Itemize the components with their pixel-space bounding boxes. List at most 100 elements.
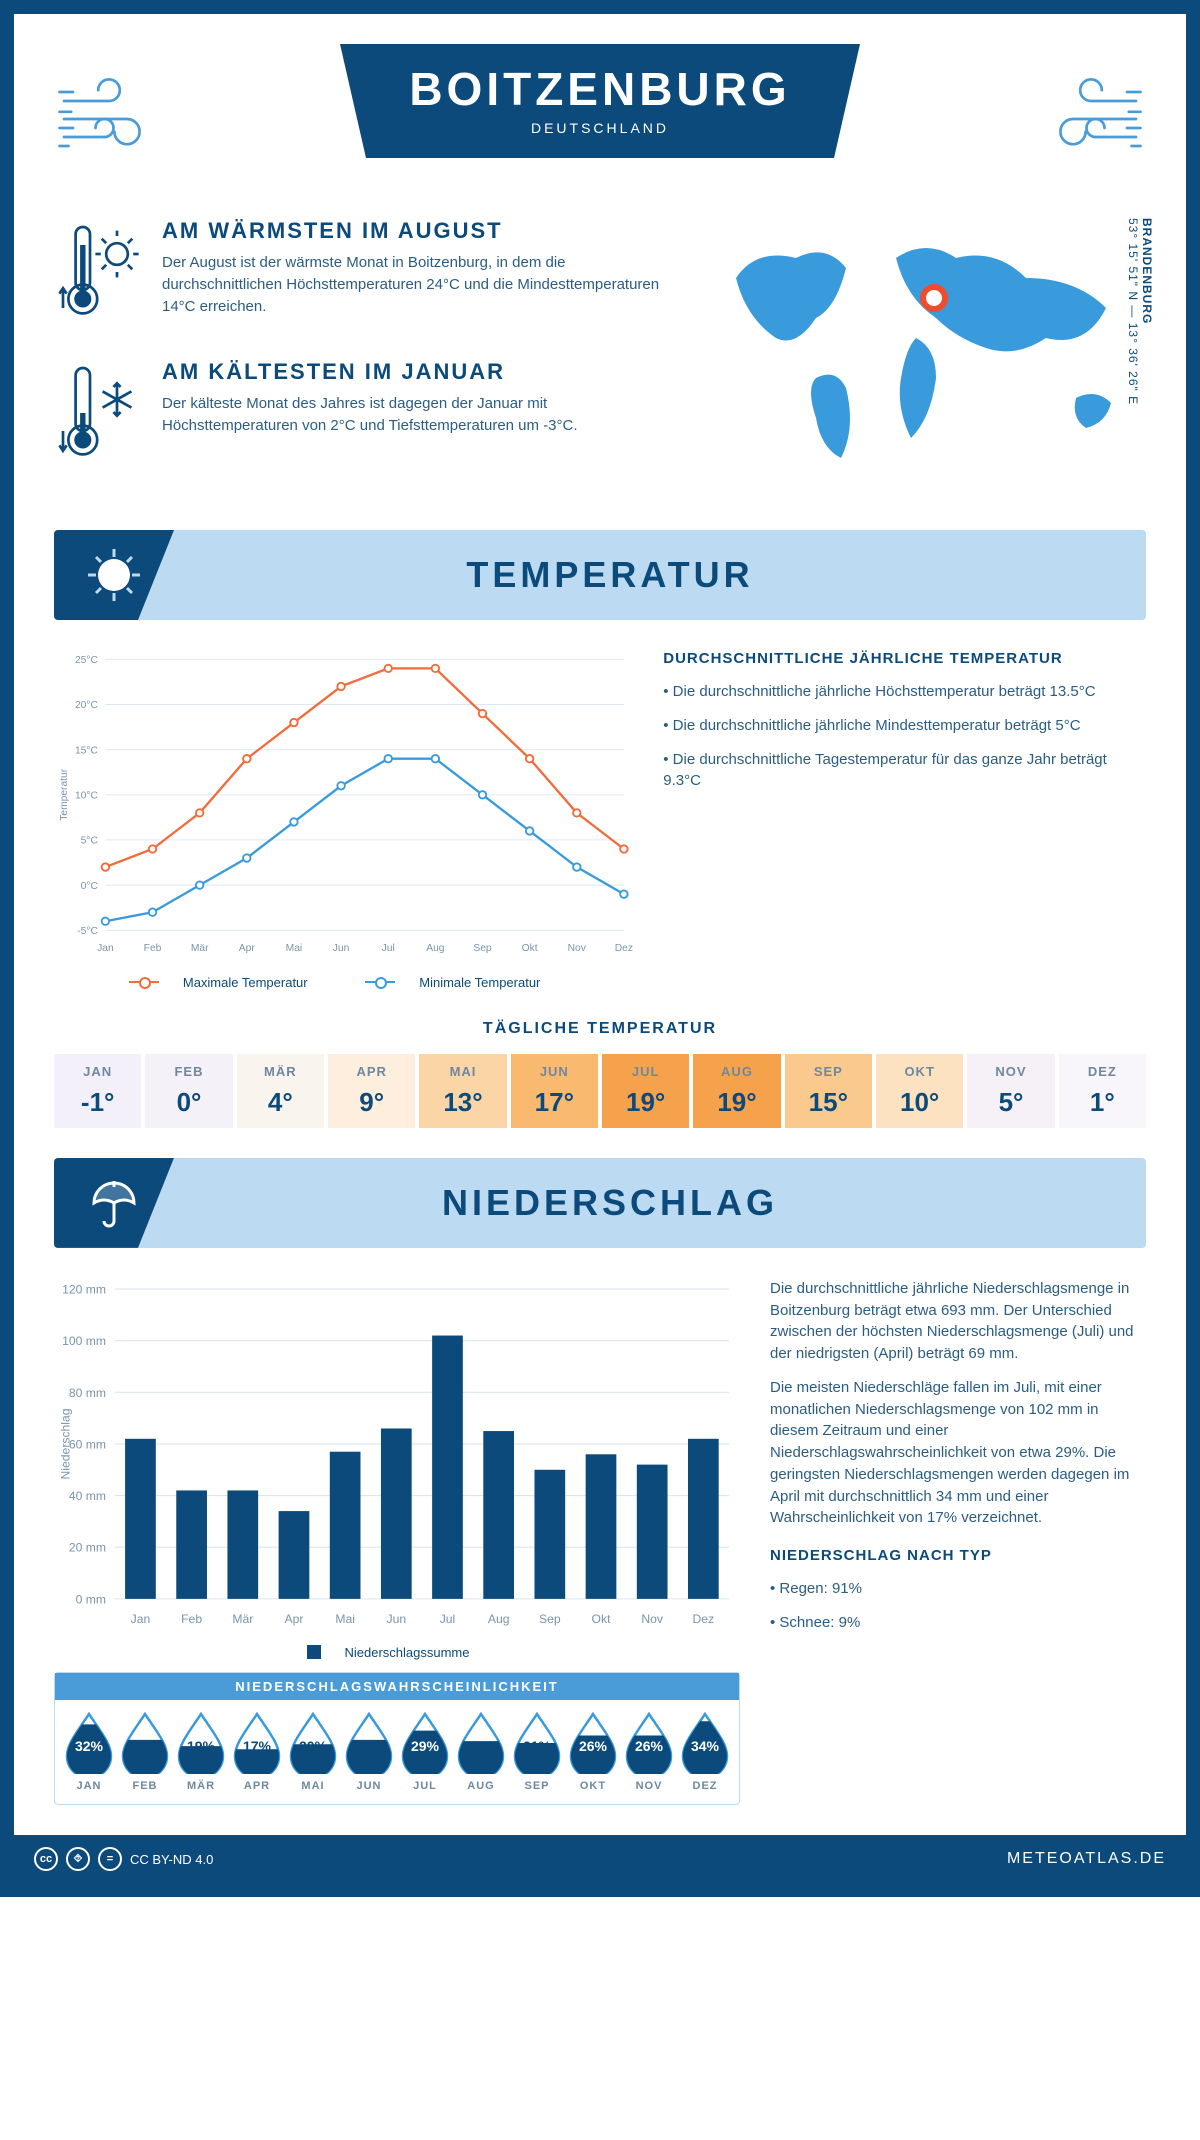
by-icon: ⯑ [66,1847,90,1871]
svg-text:Nov: Nov [568,943,587,954]
svg-text:Mai: Mai [335,1612,355,1626]
svg-text:Sep: Sep [473,943,492,954]
prob-drop: 26% NOV [623,1712,675,1792]
svg-text:Feb: Feb [144,943,162,954]
prob-drop: 29% JUL [399,1712,451,1792]
prob-drop: 21% SEP [511,1712,563,1792]
daily-cell: JUL19° [602,1054,689,1128]
svg-text:20°C: 20°C [75,700,99,711]
umbrella-icon [54,1158,174,1248]
daily-cell: NOV5° [967,1054,1054,1128]
prob-title: NIEDERSCHLAGSWAHRSCHEINLICHKEIT [55,1673,739,1700]
svg-text:Jul: Jul [440,1612,456,1626]
temp-bullet-2: • Die durchschnittliche jährliche Mindes… [663,715,1146,737]
precip-bar-chart: 0 mm 20 mm 40 mm 60 mm 80 mm 100 mm 120 mm Nied… [54,1278,740,1632]
svg-text:80 mm: 80 mm [69,1386,106,1400]
prob-drop: 17% APR [231,1712,283,1792]
svg-text:0 mm: 0 mm [76,1592,106,1606]
svg-text:Aug: Aug [488,1612,510,1626]
svg-text:25°C: 25°C [75,655,99,666]
country-name: DEUTSCHLAND [340,120,860,136]
cold-title: AM KÄLTESTEN IM JANUAR [162,359,676,385]
coords-label: 53° 15' 51" N — 13° 36' 26" E [1126,218,1140,405]
svg-text:15°C: 15°C [75,745,99,756]
svg-text:Dez: Dez [693,1612,715,1626]
daily-cell: APR9° [328,1054,415,1128]
wind-icon-left [54,74,164,169]
precip-p1: Die durchschnittliche jährliche Niedersc… [770,1278,1146,1365]
prob-drop: 23% JUN [343,1712,395,1792]
daily-cell: FEB0° [145,1054,232,1128]
sun-icon [54,530,174,620]
cold-text: Der kälteste Monat des Jahres ist dagege… [162,393,676,437]
cc-icon: cc [34,1847,58,1871]
thermometer-sun-icon [54,218,144,331]
temp-bullet-3: • Die durchschnittliche Tagestemperatur … [663,749,1146,793]
license-text: CC BY-ND 4.0 [130,1852,213,1867]
svg-text:Apr: Apr [239,943,256,954]
svg-text:Jan: Jan [97,943,114,954]
svg-text:Temperatur: Temperatur [59,768,70,821]
svg-text:5°C: 5°C [81,836,99,847]
svg-text:0°C: 0°C [81,881,99,892]
daily-title: TÄGLICHE TEMPERATUR [54,1020,1146,1038]
svg-text:Apr: Apr [285,1612,304,1626]
svg-text:Okt: Okt [522,943,538,954]
svg-text:-5°C: -5°C [77,926,98,937]
svg-text:Aug: Aug [426,943,445,954]
svg-text:Jun: Jun [333,943,350,954]
svg-text:Jan: Jan [131,1612,151,1626]
prob-drop: 19% MÄR [175,1712,227,1792]
svg-text:20 mm: 20 mm [69,1540,106,1554]
daily-cell: AUG19° [693,1054,780,1128]
daily-cell: JAN-1° [54,1054,141,1128]
precip-t2: • Schnee: 9% [770,1612,1146,1634]
world-map: BRANDENBURG 53° 15' 51" N — 13° 36' 26" … [706,218,1146,500]
daily-cell: DEZ1° [1059,1054,1146,1128]
temp-bullet-1: • Die durchschnittliche jährliche Höchst… [663,681,1146,703]
daily-cell: MÄR4° [237,1054,324,1128]
daily-cell: OKT10° [876,1054,963,1128]
svg-text:Mai: Mai [286,943,303,954]
precip-section-title: NIEDERSCHLAG [174,1182,1146,1224]
city-name: BOITZENBURG [340,62,860,116]
daily-cell: MAI13° [419,1054,506,1128]
temperature-line-chart: -5°C 0°C 5°C 10°C 15°C 20°C 25°C Jan Feb Mär Apr Ma… [54,650,633,958]
temp-legend: Maximale Temperatur Minimale Temperatur [54,971,633,990]
svg-text:Okt: Okt [592,1612,612,1626]
prob-drop: 32% JAN [63,1712,115,1792]
svg-text:Sep: Sep [539,1612,561,1626]
prob-drop: 20% MAI [287,1712,339,1792]
svg-text:100 mm: 100 mm [62,1334,106,1348]
svg-text:Nov: Nov [641,1612,664,1626]
svg-text:Jun: Jun [387,1612,407,1626]
thermometer-snow-icon [54,359,144,472]
footer: cc ⯑ = CC BY-ND 4.0 METEOATLAS.DE [14,1835,1186,1883]
precip-p2: Die meisten Niederschläge fallen im Juli… [770,1377,1146,1529]
prob-drop: 23% FEB [119,1712,171,1792]
svg-text:40 mm: 40 mm [69,1489,106,1503]
svg-text:60 mm: 60 mm [69,1437,106,1451]
region-label: BRANDENBURG [1140,218,1154,324]
svg-text:Mär: Mär [191,943,209,954]
prob-drop: 22% AUG [455,1712,507,1792]
svg-text:Niederschlag: Niederschlag [58,1408,72,1479]
svg-text:Dez: Dez [615,943,633,954]
temp-side-title: DURCHSCHNITTLICHE JÄHRLICHE TEMPERATUR [663,650,1146,667]
svg-text:10°C: 10°C [75,791,99,802]
cold-fact: AM KÄLTESTEN IM JANUAR Der kälteste Mona… [54,359,676,472]
nd-icon: = [98,1847,122,1871]
temp-section-title: TEMPERATUR [174,554,1146,596]
svg-text:Feb: Feb [181,1612,202,1626]
svg-text:Mär: Mär [232,1612,253,1626]
title-banner: BOITZENBURG DEUTSCHLAND [340,44,860,158]
warm-text: Der August ist der wärmste Monat in Boit… [162,252,676,317]
prob-drop: 26% OKT [567,1712,619,1792]
temp-section-header: TEMPERATUR [54,530,1146,620]
daily-cell: SEP15° [785,1054,872,1128]
svg-text:Jul: Jul [382,943,395,954]
warm-title: AM WÄRMSTEN IM AUGUST [162,218,676,244]
daily-temp-grid: JAN-1°FEB0°MÄR4°APR9°MAI13°JUN17°JUL19°A… [54,1054,1146,1128]
svg-text:120 mm: 120 mm [62,1282,106,1296]
warm-fact: AM WÄRMSTEN IM AUGUST Der August ist der… [54,218,676,331]
